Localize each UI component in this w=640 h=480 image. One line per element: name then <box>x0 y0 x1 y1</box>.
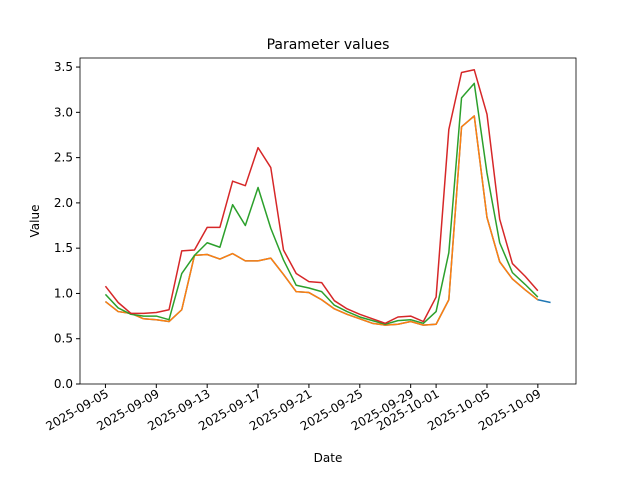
series-line <box>104 82 539 325</box>
chart-title: Parameter values <box>267 37 390 53</box>
y-tick-label: 0.0 <box>54 377 73 391</box>
y-tick-label: 3.0 <box>54 105 73 119</box>
y-tick-label: 1.0 <box>54 286 73 300</box>
x-axis-label: Date <box>314 451 343 465</box>
y-tick-label: 1.5 <box>54 241 73 255</box>
y-tick-label: 0.5 <box>54 332 73 346</box>
y-axis-label: Value <box>28 205 42 238</box>
series-line <box>104 69 539 325</box>
y-tick-label: 3.5 <box>54 60 73 74</box>
y-tick-label: 2.0 <box>54 196 73 210</box>
plot-frame <box>79 57 577 385</box>
series-line <box>104 115 539 326</box>
y-tick-label: 2.5 <box>54 151 73 165</box>
